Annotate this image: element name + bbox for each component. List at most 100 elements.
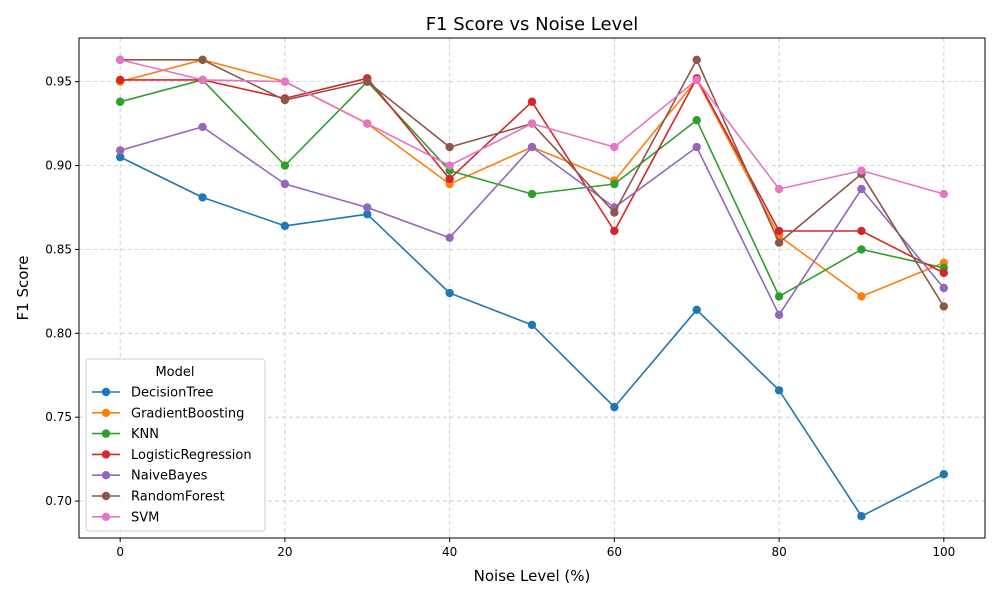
legend-swatch-marker (101, 512, 111, 521)
x-tick-label: 40 (442, 545, 457, 559)
legend-swatch-marker (101, 387, 111, 397)
data-point-naivebayes (527, 142, 537, 152)
series-line-naivebayes (119, 126, 945, 316)
data-point-knn (774, 292, 784, 301)
data-point-gradientboosting (857, 292, 866, 301)
data-point-naivebayes (939, 283, 949, 293)
data-point-naivebayes (115, 146, 125, 155)
x-tick-label: 100 (932, 545, 955, 559)
legend-swatch-marker (101, 429, 111, 438)
data-point-naivebayes (363, 203, 372, 212)
series-layer (115, 55, 949, 521)
legend-swatch-marker (101, 491, 111, 501)
y-axis: 0.70 0.75 0.80 0.85 0.90 0.95 (45, 75, 79, 508)
data-point-logisticregression (445, 174, 454, 184)
legend-item-naivebayes: NaiveBayes (92, 469, 208, 484)
series-svm (115, 55, 949, 199)
data-point-knn (857, 245, 866, 254)
data-point-logisticregression (857, 226, 866, 236)
data-point-naivebayes (774, 310, 784, 320)
data-point-decisiontree (280, 221, 290, 231)
series-decisiontree (115, 152, 949, 521)
legend-item-gradientboosting: GradientBoosting (92, 406, 244, 421)
data-point-randomforest (198, 55, 207, 65)
data-point-svm (115, 55, 125, 65)
data-point-randomforest (610, 208, 619, 217)
data-point-svm (692, 75, 701, 85)
series-gradientboosting (115, 55, 949, 301)
data-point-knn (115, 97, 125, 106)
legend-label: DecisionTree (131, 386, 213, 401)
data-point-knn (527, 189, 537, 199)
series-line-gradientboosting (119, 58, 945, 298)
series-randomforest (115, 55, 949, 311)
series-line-logisticregression (120, 77, 945, 274)
y-tick-label: 0.70 (45, 494, 72, 508)
data-point-naivebayes (198, 122, 207, 132)
data-point-svm (527, 119, 537, 128)
legend-label: GradientBoosting (131, 406, 244, 421)
data-point-decisiontree (115, 152, 125, 162)
data-point-decisiontree (610, 402, 619, 412)
x-tick-label: 80 (771, 545, 786, 559)
chart-title: F1 Score vs Noise Level (426, 14, 639, 35)
y-tick-label: 0.90 (45, 159, 72, 173)
legend-item-decisiontree: DecisionTree (92, 386, 213, 401)
data-point-randomforest (280, 95, 290, 105)
legend-label: LogisticRegression (131, 448, 252, 463)
data-point-knn (692, 116, 701, 125)
data-point-decisiontree (939, 470, 949, 479)
x-tick-label: 60 (607, 545, 622, 559)
x-axis: 0 20 40 60 80 100 (116, 538, 955, 559)
data-point-randomforest (774, 238, 784, 247)
data-point-svm (280, 77, 290, 86)
data-point-logisticregression (610, 226, 619, 236)
data-point-decisiontree (198, 193, 207, 202)
y-axis-title: F1 Score (14, 256, 32, 321)
x-tick-label: 0 (116, 545, 124, 559)
data-point-naivebayes (445, 233, 454, 242)
legend-swatch-marker (101, 450, 111, 459)
data-point-logisticregression (939, 268, 949, 278)
data-point-svm (610, 142, 619, 152)
y-tick-label: 0.95 (45, 75, 72, 89)
plot-frame (78, 37, 986, 539)
legend-label: RandomForest (131, 490, 225, 505)
legend-item-knn: KNN (92, 427, 159, 442)
data-point-svm (198, 75, 207, 85)
legend-label: SVM (131, 510, 159, 525)
data-point-naivebayes (857, 184, 866, 194)
data-point-svm (363, 119, 372, 128)
data-point-logisticregression (527, 97, 537, 106)
y-tick-label: 0.85 (45, 242, 72, 256)
data-point-logisticregression (774, 226, 784, 236)
data-point-logisticregression (115, 75, 125, 85)
data-point-randomforest (363, 77, 372, 86)
series-naivebayes (115, 122, 949, 320)
data-point-svm (774, 184, 784, 194)
data-point-svm (445, 161, 454, 170)
data-point-decisiontree (774, 386, 784, 395)
data-point-randomforest (939, 302, 949, 311)
data-point-decisiontree (692, 305, 701, 315)
legend-label: KNN (131, 427, 159, 442)
series-line-randomforest (120, 58, 945, 307)
legend-swatch-marker (101, 471, 111, 480)
series-knn (115, 75, 949, 301)
data-point-svm (857, 166, 866, 175)
y-tick-label: 0.80 (45, 326, 72, 340)
data-point-decisiontree (527, 320, 537, 330)
data-point-naivebayes (692, 142, 701, 152)
data-point-randomforest (445, 142, 454, 152)
data-point-decisiontree (363, 209, 372, 219)
data-point-decisiontree (445, 288, 454, 298)
series-line-knn (119, 79, 944, 298)
data-point-randomforest (692, 55, 701, 65)
x-axis-title: Noise Level (%) (474, 567, 591, 585)
legend-items: DecisionTree GradientBoosting KNN LogisticR… (92, 386, 252, 525)
legend-item-logisticregression: LogisticRegression (92, 448, 252, 463)
legend-box (85, 358, 266, 532)
data-point-knn (280, 161, 290, 170)
